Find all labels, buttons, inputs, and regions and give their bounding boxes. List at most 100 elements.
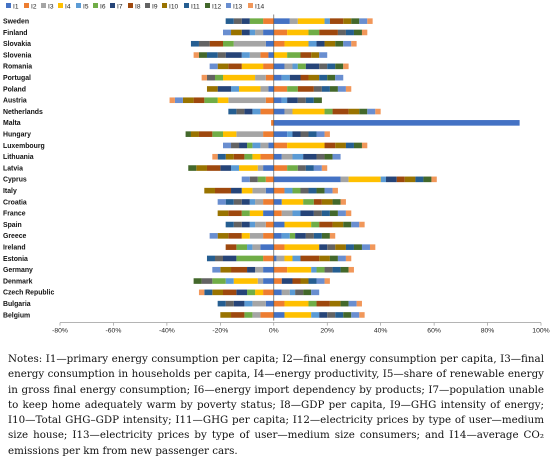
chart-area: I1 I2 I3 I4 I5 I6 I7 I8 I9 I10 I11 I12 I13 I14 Sweden F… [3, 3, 550, 335]
bar-segment-I9 [198, 40, 210, 47]
bar-segment-I4 [287, 142, 325, 149]
bar-segment-I12 [316, 187, 325, 194]
bar-segment-I12 [343, 312, 352, 318]
bar-segment-I4 [284, 312, 312, 318]
bar-segment-I8 [231, 266, 248, 273]
bar-segment-I10 [217, 233, 229, 239]
bar-segment-I12 [303, 289, 312, 296]
bar-segment-I12 [327, 74, 336, 81]
bar-segment-I3 [281, 210, 293, 217]
bar-segment-I14 [345, 255, 352, 262]
bar-segment-I13 [337, 86, 346, 92]
x-tick-label: -40% [159, 328, 175, 335]
bar-segment-I2 [260, 153, 274, 160]
bar-segment-I7 [386, 176, 397, 183]
bar-segment-I7 [231, 187, 242, 194]
bar-segment-I2 [265, 176, 274, 183]
x-tick-label: 60% [427, 328, 441, 335]
bar-segment-I2 [263, 255, 274, 262]
bar-segment-I8 [300, 52, 312, 58]
bar-segment-I8 [231, 312, 245, 318]
legend-swatch-I9 [145, 3, 150, 8]
bar-segment-I12 [329, 210, 338, 217]
bar-segment-I10 [182, 97, 194, 104]
legend-swatch-I8 [128, 3, 133, 8]
bar-segment-I11 [308, 187, 317, 194]
bar-segment-I9 [300, 131, 309, 137]
bar-segment-I12 [353, 29, 362, 36]
bar-segment-I7 [305, 63, 320, 70]
bar-segment-I10 [204, 187, 215, 194]
bar-segment-I6 [308, 300, 317, 307]
bar-segment-I10 [329, 300, 341, 307]
bar-segment-I10 [404, 176, 416, 183]
bar-segment-I5 [380, 176, 387, 183]
bar-segment-I7 [247, 266, 256, 273]
bar-segment-I10 [348, 108, 360, 115]
legend-label-I5: I5 [83, 4, 89, 11]
bar-segment-I10 [324, 40, 336, 47]
bar-segment-I11 [206, 52, 218, 58]
bar-segment-I10 [220, 266, 232, 273]
bar-segment-I6 [212, 131, 224, 137]
bar-segment-I8 [329, 18, 344, 24]
bar-segment-I13 [337, 210, 346, 217]
bar-segment-I13 [223, 142, 232, 149]
bar-segment-I9 [214, 255, 224, 262]
category-label: Slovakia [3, 41, 31, 48]
bar-segment-I2 [263, 18, 274, 24]
bar-segment-I3 [284, 63, 293, 70]
bar-segment-I10 [335, 244, 346, 250]
bar-segment-I14 [201, 74, 207, 81]
bar-segment-I6 [236, 244, 248, 250]
bar-segment-I3 [255, 74, 266, 81]
bar-segment-I6 [244, 312, 253, 318]
legend-label-I1: I1 [13, 4, 19, 11]
bar-segment-I1 [265, 300, 274, 307]
bar-segment-I8 [332, 108, 349, 115]
legend-swatch-I10 [162, 3, 167, 8]
bar-segment-I10 [196, 165, 207, 171]
bar-segment-I5 [281, 97, 288, 104]
bar-segment-I8 [225, 244, 237, 250]
bar-segment-I9 [300, 187, 309, 194]
bar-segment-I13 [174, 97, 183, 104]
bar-segment-I13 [335, 74, 344, 81]
bar-segment-I8 [206, 165, 221, 171]
bar-segment-I6 [297, 63, 306, 70]
bar-segment-I3 [281, 289, 290, 296]
bar-segment-I8 [228, 210, 242, 217]
bar-segment-I8 [214, 187, 232, 194]
bar-segment-I5 [308, 40, 317, 47]
bar-segment-I5 [249, 29, 256, 36]
bar-segment-I7 [295, 233, 306, 239]
bar-segment-I2 [273, 29, 288, 36]
legend-label-I4: I4 [65, 4, 71, 11]
bar-segment-I14 [356, 300, 362, 307]
bar-segment-I7 [289, 74, 301, 81]
bar-segment-I2 [273, 244, 285, 250]
bar-segment-I11 [308, 131, 317, 137]
bar-segment-I9 [313, 86, 322, 92]
bar-segment-I13 [209, 63, 218, 70]
bar-segment-I4 [297, 18, 325, 24]
bar-segment-I11 [345, 142, 354, 149]
bar-segment-I2 [273, 142, 288, 149]
bar-segment-I13 [337, 255, 346, 262]
bar-segment-I9 [297, 165, 306, 171]
bar-segment-I4 [239, 165, 258, 171]
bar-segment-I2 [273, 266, 288, 273]
bar-segment-I2 [265, 221, 274, 228]
bar-segment-I2 [273, 86, 288, 92]
bar-segment-I5 [311, 266, 317, 273]
bar-segment-I4 [281, 199, 304, 205]
bar-segment-I5 [292, 153, 304, 160]
bar-segment-I6 [287, 86, 298, 92]
bar-segment-I5 [281, 233, 290, 239]
bar-segment-I7 [223, 255, 237, 262]
bar-segment-I9 [201, 278, 213, 284]
legend-label-I10: I10 [169, 4, 178, 11]
bar-segment-I1 [268, 86, 274, 92]
legend-label-I2: I2 [31, 4, 37, 11]
bar-segment-I7 [225, 52, 242, 58]
